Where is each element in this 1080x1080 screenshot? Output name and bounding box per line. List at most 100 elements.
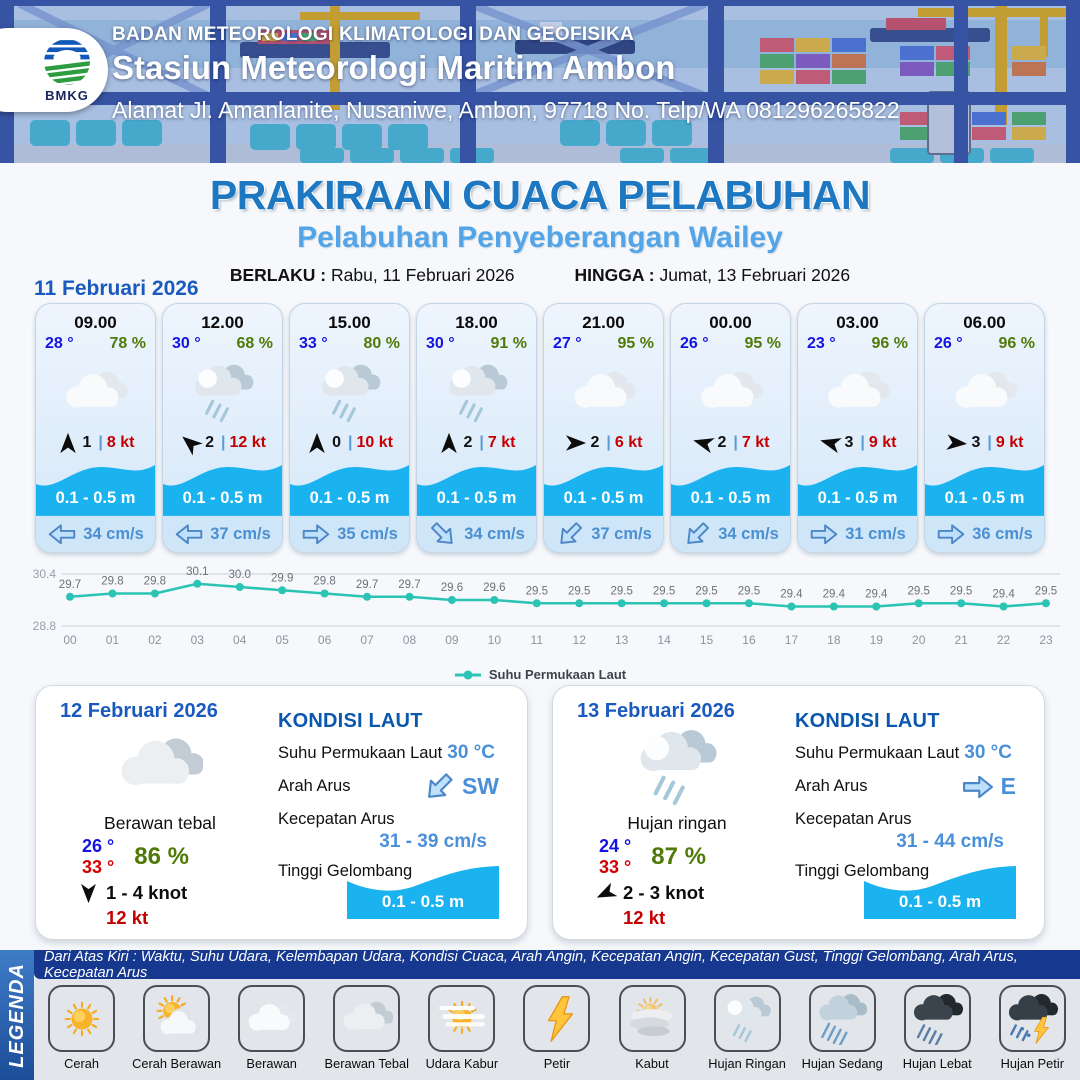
waiting-chairs xyxy=(30,120,1034,163)
weather-icon xyxy=(417,353,536,432)
wind-direction-arrow-icon xyxy=(438,432,460,454)
hujan-petir-icon xyxy=(998,985,1066,1052)
temp-humidity-row: 26 ° 95 % xyxy=(671,333,790,353)
weather-icon xyxy=(163,353,282,432)
svg-text:30.1: 30.1 xyxy=(186,566,208,578)
svg-text:29.9: 29.9 xyxy=(271,572,293,584)
svg-text:29.8: 29.8 xyxy=(313,576,335,588)
weather-icon xyxy=(36,353,155,432)
svg-text:10: 10 xyxy=(488,633,502,647)
sea-conditions: KONDISI LAUT Suhu Permukaan Laut 30 °C A… xyxy=(266,696,513,929)
svg-text:29.5: 29.5 xyxy=(568,585,590,597)
svg-text:14: 14 xyxy=(657,633,671,647)
wave-height: 0.1 - 0.5 m xyxy=(436,489,517,508)
temperature-max: 33 ° xyxy=(82,857,115,877)
separator: | xyxy=(860,434,865,452)
wind-row: 1 - 4 knot xyxy=(78,882,266,904)
time-label: 18.00 xyxy=(455,313,498,332)
humidity: 78 % xyxy=(109,335,146,352)
legend-label: Cerah Berawan xyxy=(132,1056,222,1071)
wind-row: 2 | 7 kt xyxy=(671,432,790,454)
legend-label: Udara Kabur xyxy=(425,1056,499,1071)
chart-legend: Suhu Permukaan Laut xyxy=(0,667,1080,682)
svg-text:29.7: 29.7 xyxy=(59,579,81,591)
temperature-min: 26 ° xyxy=(82,836,115,856)
legend-item: Cerah Berawan xyxy=(131,985,223,1071)
cerah-icon xyxy=(48,985,116,1052)
wind-speed: 2 xyxy=(717,434,727,452)
berawan-tebal-icon xyxy=(333,985,401,1052)
wind-row: 2 | 7 kt xyxy=(417,432,536,454)
wave-height-band: 0.1 - 0.5 m xyxy=(798,454,917,517)
wave-height-label: Tinggi Gelombang xyxy=(278,861,413,880)
current-direction: SW xyxy=(461,773,499,800)
current-speed: 31 - 44 cm/s xyxy=(896,830,1004,852)
temp-humidity-row: 27 ° 95 % xyxy=(544,333,663,353)
legend-label: Berawan Tebal xyxy=(324,1056,409,1071)
current-speed: 35 cm/s xyxy=(337,524,398,543)
svg-text:29.7: 29.7 xyxy=(398,579,420,591)
current-direction-arrow-icon xyxy=(424,515,463,552)
hourly-card: 18.00 30 ° 91 % 2 | 7 kt 0.1 - 0.5 m 34 … xyxy=(416,303,537,553)
svg-text:23: 23 xyxy=(1039,633,1053,647)
wave-height: 0.1 - 0.5 m xyxy=(55,489,136,508)
wind-speed: 1 xyxy=(82,434,92,452)
weather-icon xyxy=(798,353,917,432)
wind-speed: 2 xyxy=(205,434,214,452)
hourly-card: 12.00 30 ° 68 % 2 | 12 kt 0.1 - 0.5 m 37… xyxy=(162,303,283,553)
svg-text:29.5: 29.5 xyxy=(908,585,930,597)
legend-label: Kabut xyxy=(635,1056,669,1071)
sst-chart-section: 30.4 28.8 29.7 00 29.8 01 29.8 02 30.1 0… xyxy=(0,556,1080,682)
daily-forecast-card: 13 Februari 2026 Hujan ringan 24 ° 33 ° … xyxy=(552,685,1045,940)
hujan-sedang-icon xyxy=(808,985,876,1052)
wind-row: 0 | 10 kt xyxy=(290,432,409,454)
svg-text:29.6: 29.6 xyxy=(441,582,463,594)
daily-temp-humidity: 26 ° 33 ° 86 % xyxy=(82,836,266,878)
time-label: 06.00 xyxy=(963,313,1006,332)
svg-text:29.5: 29.5 xyxy=(1035,585,1057,597)
legend-label: Cerah xyxy=(64,1056,99,1071)
current-direction-arrow-icon xyxy=(961,773,995,801)
hourly-card: 21.00 27 ° 95 % 2 | 6 kt 0.1 - 0.5 m 37 … xyxy=(543,303,664,553)
svg-text:29.5: 29.5 xyxy=(738,585,760,597)
legend-label: Berawan xyxy=(246,1056,297,1071)
daily-date: 13 Februari 2026 xyxy=(577,700,735,722)
window-mullions xyxy=(0,0,1080,163)
hourly-card: 09.00 28 ° 78 % 1 | 8 kt 0.1 - 0.5 m 34 … xyxy=(35,303,156,553)
wind-row: 2 | 12 kt xyxy=(163,432,282,456)
gust-speed: 9 kt xyxy=(868,434,897,452)
daily-left-column: 13 Februari 2026 Hujan ringan 24 ° 33 ° … xyxy=(571,696,783,929)
sea-conditions-heading: KONDISI LAUT xyxy=(795,710,940,732)
daily-date: 12 Februari 2026 xyxy=(60,700,218,722)
daily-temp-humidity: 24 ° 33 ° 87 % xyxy=(599,836,783,878)
humidity: 95 % xyxy=(617,335,654,352)
humidity: 87 % xyxy=(651,843,706,870)
station-address: Alamat Jl. Amanlanite, Nusaniwe, Ambon, … xyxy=(112,97,900,123)
wind-row: 2 - 3 knot xyxy=(595,882,783,904)
time-label: 15.00 xyxy=(328,313,371,332)
udara-kabur-icon xyxy=(428,985,496,1052)
current-direction-arrow-icon xyxy=(417,765,461,809)
gust-speed: 8 kt xyxy=(106,434,135,452)
wave-height: 0.1 - 0.5 m xyxy=(944,489,1025,508)
current-row: 35 cm/s xyxy=(290,516,409,552)
svg-text:15: 15 xyxy=(700,633,714,647)
svg-text:29.4: 29.4 xyxy=(992,589,1015,601)
hourly-card: 03.00 23 ° 96 % 3 | 9 kt 0.1 - 0.5 m 31 … xyxy=(797,303,918,553)
sst-value: 30 °C xyxy=(964,742,1012,763)
current-row: 36 cm/s xyxy=(925,516,1044,552)
hourly-card: 00.00 26 ° 95 % 2 | 7 kt 0.1 - 0.5 m 34 … xyxy=(670,303,791,553)
wave-height: 0.1 - 0.5 m xyxy=(182,489,263,508)
wind-speed: 2 xyxy=(590,434,600,452)
legend-item: Hujan Petir xyxy=(986,985,1078,1071)
svg-text:22: 22 xyxy=(997,633,1011,647)
legend-item: Berawan Tebal xyxy=(321,985,413,1071)
gust-speed: 7 kt xyxy=(741,434,770,452)
temp-humidity-row: 30 ° 91 % xyxy=(417,333,536,353)
wind-row: 3 | 9 kt xyxy=(798,432,917,454)
wave-height: 0.1 - 0.5 m xyxy=(381,892,465,911)
wind-row: 3 | 9 kt xyxy=(925,432,1044,454)
legend-item: Cerah xyxy=(36,985,128,1071)
petir-icon xyxy=(523,985,591,1052)
hujan-ringan-icon xyxy=(713,985,781,1052)
